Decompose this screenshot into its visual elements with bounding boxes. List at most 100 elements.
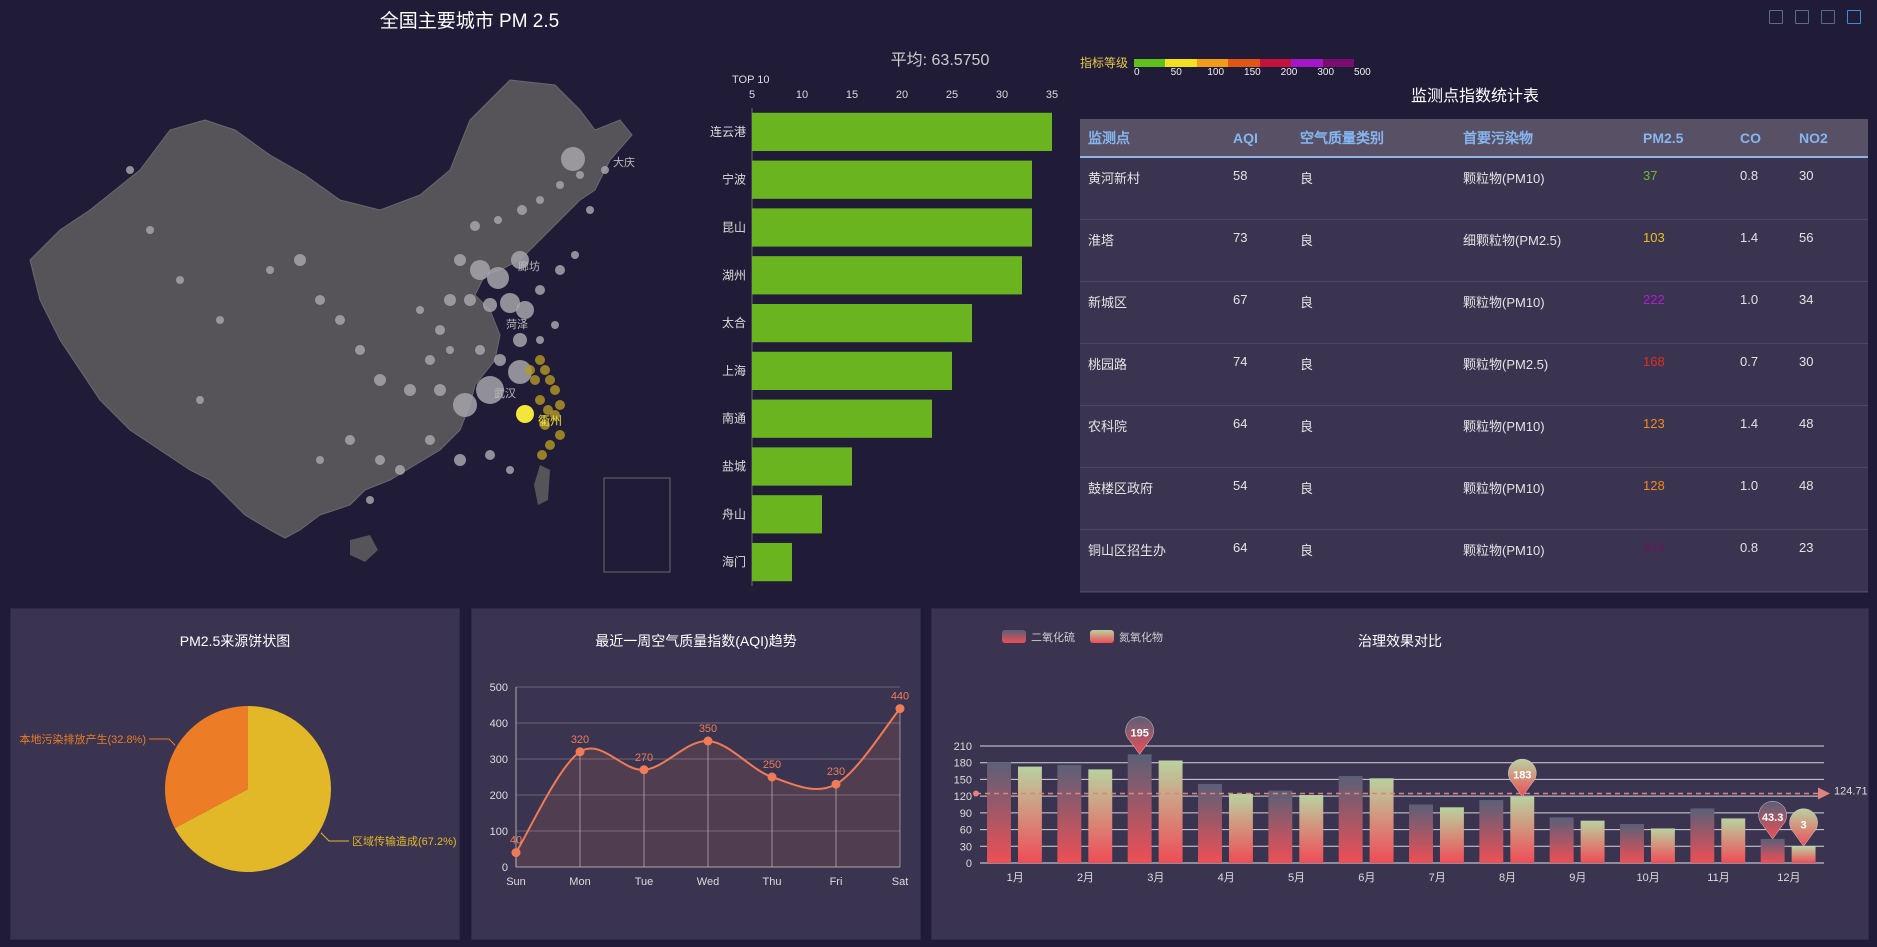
cmp-bar[interactable]	[1760, 838, 1785, 863]
city-dot[interactable]	[434, 384, 446, 396]
top10-bar[interactable]	[752, 112, 1052, 152]
cmp-markpoint[interactable]	[1758, 801, 1787, 840]
col-no2[interactable]: NO2	[1799, 129, 1828, 146]
city-dot[interactable]	[494, 354, 506, 366]
city-dot[interactable]	[435, 325, 445, 335]
line-point[interactable]	[703, 736, 713, 746]
city-dot[interactable]	[315, 295, 325, 305]
city-dot[interactable]	[536, 336, 544, 344]
city-dot[interactable]	[335, 315, 345, 325]
city-dot[interactable]	[216, 316, 224, 324]
city-dot[interactable]	[555, 265, 565, 275]
cmp-bar[interactable]	[1580, 820, 1605, 863]
cmp-bar[interactable]	[1017, 766, 1042, 863]
city-dot[interactable]	[475, 345, 485, 355]
city-dot[interactable]	[464, 294, 476, 306]
level-swatch[interactable]	[1291, 59, 1323, 67]
top10-bar[interactable]	[752, 160, 1032, 199]
city-dot[interactable]	[506, 466, 514, 474]
city-dot[interactable]	[470, 260, 490, 280]
table-row[interactable]: 淮塔 73 良 细颗粒物(PM2.5) 103 1.4 56	[1080, 219, 1868, 281]
city-dot-highlight[interactable]	[525, 365, 535, 375]
top10-bar[interactable]	[752, 208, 1032, 247]
city-dot[interactable]	[571, 251, 579, 259]
cmp-bar[interactable]	[1338, 776, 1363, 863]
level-swatch[interactable]	[1259, 59, 1292, 67]
col-category[interactable]: 空气质量类别	[1300, 129, 1384, 146]
col-pollutant[interactable]: 首要污染物	[1463, 129, 1533, 146]
pie-slice[interactable]	[164, 706, 248, 829]
city-dot[interactable]	[196, 396, 204, 404]
city-dot-highlight[interactable]	[537, 450, 547, 460]
city-dot[interactable]	[485, 450, 495, 460]
city-dot[interactable]	[511, 251, 529, 269]
city-dot[interactable]	[576, 171, 584, 179]
city-dot-highlight[interactable]	[555, 430, 565, 440]
top10-bar[interactable]	[752, 351, 952, 391]
city-dot[interactable]	[516, 301, 534, 319]
city-dot[interactable]	[266, 266, 274, 274]
city-dot[interactable]	[561, 147, 585, 171]
cmp-bar[interactable]	[1409, 804, 1433, 864]
city-dot[interactable]	[483, 298, 497, 312]
city-dot[interactable]	[126, 166, 134, 174]
cmp-bar[interactable]	[1690, 808, 1715, 863]
line-point[interactable]	[575, 747, 585, 757]
legend-swatch[interactable]	[1090, 630, 1114, 643]
city-dot[interactable]	[494, 216, 502, 224]
level-color-bar[interactable]	[1134, 59, 1354, 67]
cmp-bar[interactable]	[1620, 824, 1644, 863]
city-dot[interactable]	[316, 456, 324, 464]
china-map[interactable]: 大庆 廊坊 菏泽 武汉 衢州	[20, 60, 710, 585]
save-image-icon[interactable]	[1847, 10, 1861, 24]
cmp-bar[interactable]	[1127, 754, 1152, 863]
city-dot-highlight[interactable]	[535, 395, 545, 405]
data-view-icon[interactable]	[1821, 10, 1835, 24]
cmp-bar[interactable]	[1088, 769, 1113, 863]
top10-bar[interactable]	[752, 495, 822, 534]
col-co[interactable]: CO	[1740, 129, 1761, 146]
city-dot[interactable]	[294, 254, 306, 266]
cmp-bar[interactable]	[1791, 846, 1816, 863]
city-dot-highlight[interactable]	[555, 400, 565, 410]
city-dot[interactable]	[487, 267, 509, 289]
table-row[interactable]: 铜山区招生办 64 良 颗粒物(PM10) 323 0.8 23	[1080, 529, 1868, 591]
level-swatch[interactable]	[1228, 59, 1260, 67]
city-dot[interactable]	[404, 384, 416, 396]
cmp-bar[interactable]	[1479, 800, 1504, 863]
col-pm25[interactable]: PM2.5	[1643, 129, 1684, 146]
line-point[interactable]	[639, 765, 649, 775]
city-dot-highlight[interactable]	[530, 375, 540, 385]
city-dot[interactable]	[601, 166, 609, 174]
city-dot-highlight[interactable]	[543, 405, 553, 415]
city-dot[interactable]	[345, 435, 355, 445]
cmp-bar[interactable]	[1057, 764, 1082, 863]
city-dot[interactable]	[425, 355, 435, 365]
top10-bar[interactable]	[752, 256, 1022, 295]
cmp-markpoint[interactable]	[1508, 758, 1537, 798]
line-point[interactable]	[767, 772, 777, 782]
city-dot[interactable]	[416, 306, 424, 314]
city-dot[interactable]	[535, 285, 545, 295]
cmp-bar[interactable]	[1369, 778, 1394, 863]
city-dot-highlight[interactable]	[550, 385, 560, 395]
table-row[interactable]: 黄河新村 58 良 颗粒物(PM10) 37 0.8 30	[1080, 157, 1868, 219]
city-dot[interactable]	[500, 293, 520, 313]
table-row[interactable]: 鼓楼区政府 54 良 颗粒物(PM10) 128 1.0 48	[1080, 467, 1868, 529]
top10-bar[interactable]	[752, 542, 792, 582]
level-swatch[interactable]	[1134, 59, 1166, 67]
cmp-markpoint[interactable]	[1125, 716, 1154, 755]
city-dot[interactable]	[536, 196, 544, 204]
city-dot-highlight[interactable]	[540, 420, 550, 430]
city-dot[interactable]	[146, 226, 154, 234]
cmp-bar[interactable]	[987, 762, 1011, 863]
col-aqi[interactable]: AQI	[1233, 129, 1258, 146]
city-dot[interactable]	[513, 333, 527, 347]
city-dot-highlight[interactable]	[535, 355, 545, 365]
city-dot[interactable]	[508, 360, 532, 384]
city-dot[interactable]	[425, 435, 435, 445]
top10-bar[interactable]	[752, 447, 852, 486]
legend-label[interactable]: 氮氧化物	[1119, 630, 1163, 644]
city-dot[interactable]	[470, 221, 480, 231]
col-site[interactable]: 监测点	[1088, 129, 1130, 146]
